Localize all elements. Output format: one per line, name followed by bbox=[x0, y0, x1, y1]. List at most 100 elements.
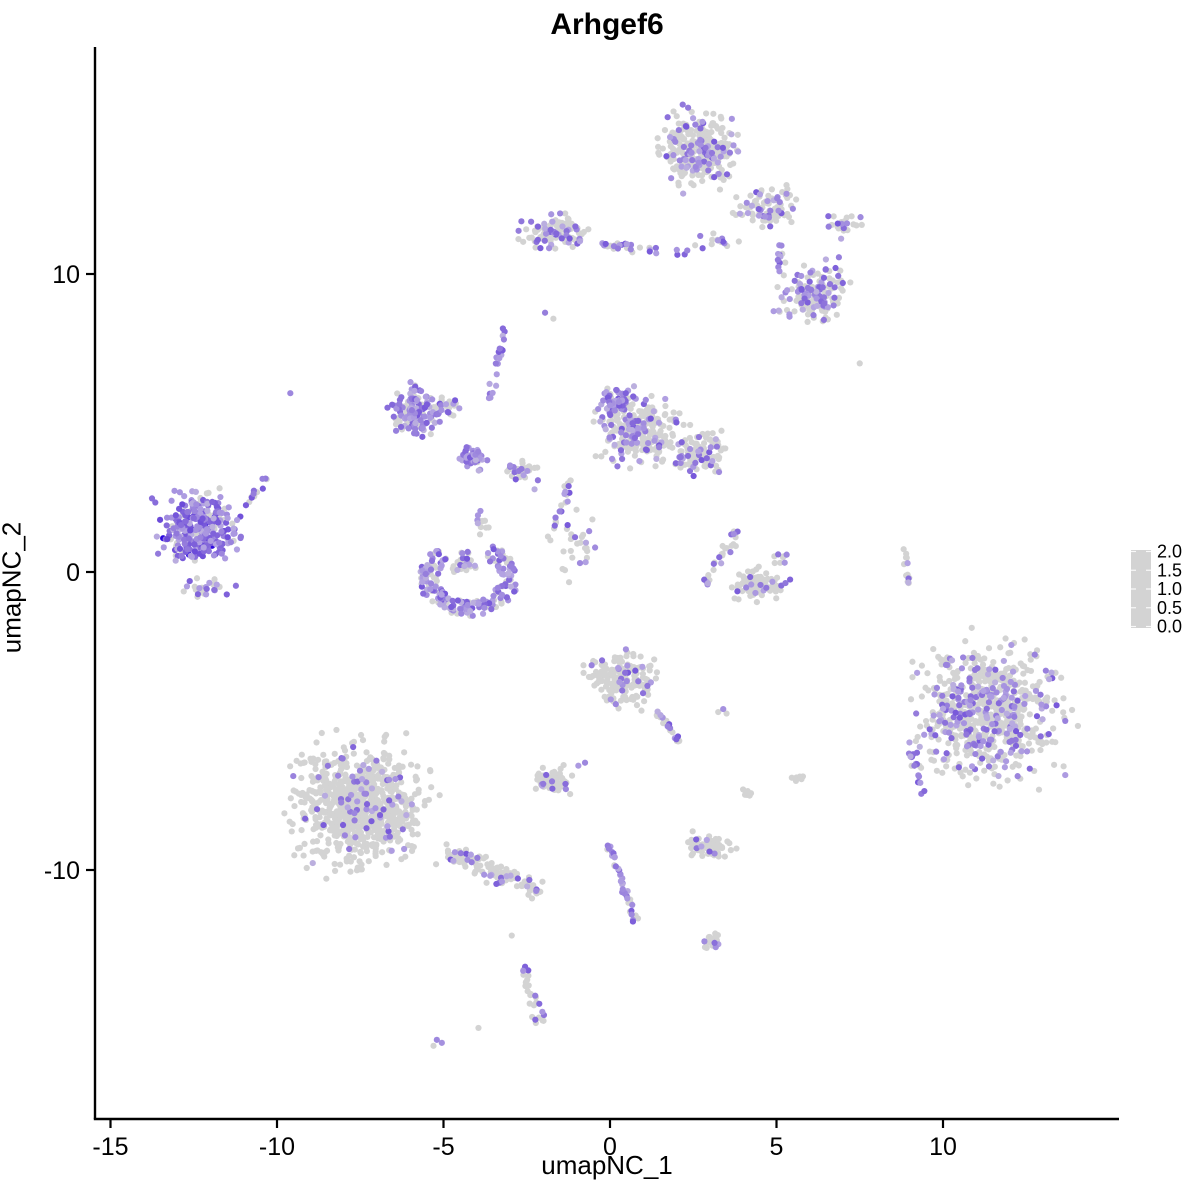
cell-point bbox=[1010, 688, 1017, 695]
cell-point bbox=[680, 136, 687, 143]
cell-point bbox=[1060, 695, 1067, 702]
cell-point bbox=[343, 760, 350, 767]
cell-point bbox=[454, 597, 461, 604]
cell-point bbox=[714, 159, 721, 166]
cell-point bbox=[972, 717, 979, 725]
cell-point bbox=[327, 825, 335, 833]
cell-point bbox=[287, 763, 294, 770]
cell-point bbox=[184, 546, 191, 553]
cell-point bbox=[949, 693, 956, 700]
cell-point bbox=[699, 177, 706, 185]
cell-point bbox=[935, 653, 942, 660]
cell-point bbox=[670, 409, 677, 416]
cell-point bbox=[380, 806, 387, 813]
cell-point bbox=[528, 234, 535, 241]
cell-point bbox=[608, 455, 616, 462]
cell-point bbox=[687, 445, 694, 453]
cell-point bbox=[532, 785, 539, 792]
cell-point bbox=[495, 864, 503, 871]
cell-point bbox=[1021, 636, 1028, 643]
cell-point bbox=[233, 516, 241, 524]
cell-point bbox=[1022, 692, 1029, 700]
cell-point bbox=[429, 396, 436, 403]
cell-point bbox=[549, 218, 556, 225]
cell-point bbox=[615, 664, 622, 672]
cell-point bbox=[1043, 695, 1050, 702]
cell-point bbox=[1048, 669, 1055, 676]
cell-point bbox=[666, 416, 673, 423]
cell-point bbox=[363, 825, 370, 832]
cell-point bbox=[295, 790, 302, 797]
cell-point bbox=[598, 677, 606, 685]
cell-point bbox=[381, 750, 388, 758]
cell-point bbox=[936, 718, 943, 725]
cell-point bbox=[773, 217, 780, 224]
cell-point bbox=[481, 871, 488, 878]
cell-point bbox=[800, 262, 808, 269]
cell-point bbox=[503, 594, 510, 601]
cell-point bbox=[483, 879, 490, 886]
cell-point bbox=[402, 803, 410, 810]
cell-point bbox=[571, 534, 579, 541]
cell-point bbox=[160, 544, 167, 551]
cell-point bbox=[699, 245, 706, 252]
cell-point bbox=[522, 982, 529, 990]
cell-point bbox=[746, 792, 753, 799]
cell-point bbox=[631, 434, 638, 442]
cell-point bbox=[385, 828, 392, 835]
cell-point bbox=[595, 405, 602, 413]
cell-point bbox=[916, 743, 923, 750]
cell-point bbox=[310, 826, 317, 833]
cell-point bbox=[199, 515, 206, 522]
cell-point bbox=[833, 311, 840, 318]
cell-point bbox=[774, 256, 781, 264]
cell-point bbox=[354, 823, 361, 830]
scatter-points-low bbox=[166, 108, 1082, 1049]
cell-point bbox=[317, 787, 324, 795]
cell-point bbox=[565, 216, 572, 223]
cell-point bbox=[346, 779, 353, 787]
cell-point bbox=[560, 548, 567, 555]
cell-point bbox=[444, 847, 452, 854]
cell-point bbox=[903, 554, 910, 561]
cell-point bbox=[677, 454, 684, 461]
cell-point bbox=[708, 149, 716, 157]
cell-point bbox=[222, 555, 229, 562]
cell-point bbox=[687, 421, 694, 429]
cell-point bbox=[688, 142, 695, 149]
cell-point bbox=[197, 505, 204, 512]
cell-point bbox=[1027, 656, 1034, 663]
cell-point bbox=[486, 558, 494, 565]
cell-point bbox=[540, 1017, 547, 1024]
cell-point bbox=[442, 556, 449, 563]
cell-point bbox=[822, 266, 829, 273]
cell-point bbox=[712, 930, 719, 937]
cell-point bbox=[825, 213, 832, 220]
cell-point bbox=[992, 679, 999, 686]
cell-point bbox=[958, 665, 966, 672]
cell-point bbox=[562, 488, 569, 495]
cell-point bbox=[719, 238, 727, 245]
cell-point bbox=[339, 755, 346, 762]
cell-point bbox=[692, 242, 699, 249]
cell-point bbox=[437, 402, 444, 409]
cell-point bbox=[932, 732, 939, 739]
cell-point bbox=[413, 396, 421, 404]
cell-point bbox=[990, 780, 997, 787]
cell-point bbox=[511, 588, 518, 595]
cell-point bbox=[384, 785, 391, 792]
cell-point bbox=[350, 854, 358, 861]
cell-point bbox=[900, 546, 907, 553]
cell-point bbox=[204, 507, 211, 515]
cell-point bbox=[650, 408, 657, 415]
cell-point bbox=[969, 654, 976, 662]
cell-point bbox=[500, 565, 507, 572]
cell-point bbox=[641, 698, 648, 705]
cell-point bbox=[680, 143, 687, 151]
cell-point bbox=[651, 437, 658, 444]
cell-point bbox=[397, 836, 404, 844]
cell-point bbox=[735, 238, 742, 245]
cell-point bbox=[438, 394, 445, 401]
cell-point bbox=[316, 814, 323, 821]
cell-point bbox=[534, 223, 542, 230]
